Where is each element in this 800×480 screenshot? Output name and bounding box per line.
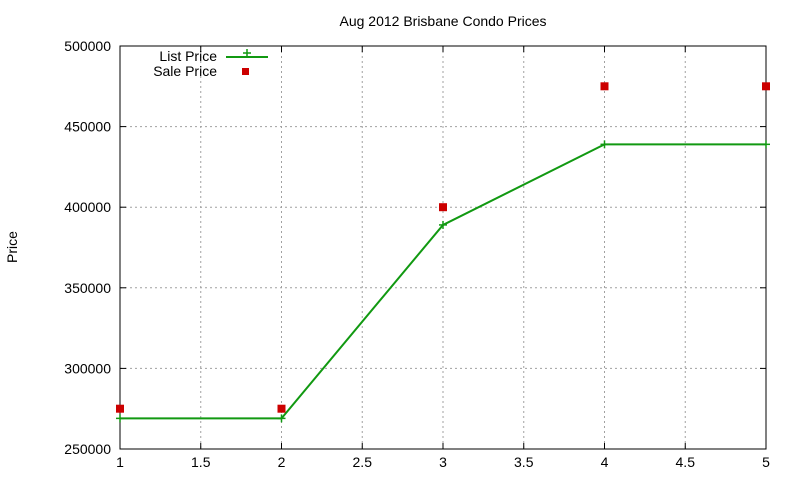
list-price-point [439, 220, 447, 229]
legend-label-sale-price: Sale Price [153, 63, 217, 79]
x-tick-label: 2 [278, 454, 286, 470]
x-tick-labels: 1 1.5 2 2.5 3 3.5 4 4.5 5 [116, 454, 770, 470]
y-tick-label: 250000 [64, 441, 111, 457]
x-tick-label: 4.5 [676, 454, 696, 470]
y-tick-label: 450000 [64, 119, 111, 135]
list-price-point [600, 140, 609, 149]
list-price-point [277, 414, 286, 423]
x-tick-label: 2.5 [353, 454, 373, 470]
chart-title: Aug 2012 Brisbane Condo Prices [339, 13, 546, 29]
list-price-point [762, 140, 770, 149]
sale-price-point [762, 82, 770, 91]
grid-lines [120, 46, 766, 449]
list-price-point [116, 414, 124, 423]
y-tick-label: 500000 [64, 38, 111, 54]
y-tick-labels: 250000 300000 350000 400000 450000 500000 [64, 38, 111, 457]
x-tick-label: 3.5 [514, 454, 534, 470]
legend: List Price Sale Price [153, 48, 268, 79]
series-layer [116, 82, 770, 423]
x-tick-label: 5 [762, 454, 770, 470]
y-axis-label: Price [4, 231, 20, 263]
x-tick-label: 4 [601, 454, 609, 470]
legend-label-list-price: List Price [159, 48, 217, 64]
sale-price-point [439, 203, 447, 212]
x-tick-label: 1.5 [191, 454, 211, 470]
sale-price-point [116, 404, 124, 413]
y-tick-label: 300000 [64, 360, 111, 376]
y-tick-label: 400000 [64, 199, 111, 215]
legend-swatch-sale-price [242, 68, 249, 75]
axis-ticks [119, 45, 767, 450]
sale-price-point [277, 404, 286, 413]
y-tick-label: 350000 [64, 280, 111, 296]
sale-price-point [600, 82, 609, 91]
x-tick-label: 3 [439, 454, 447, 470]
x-tick-label: 1 [116, 454, 124, 470]
